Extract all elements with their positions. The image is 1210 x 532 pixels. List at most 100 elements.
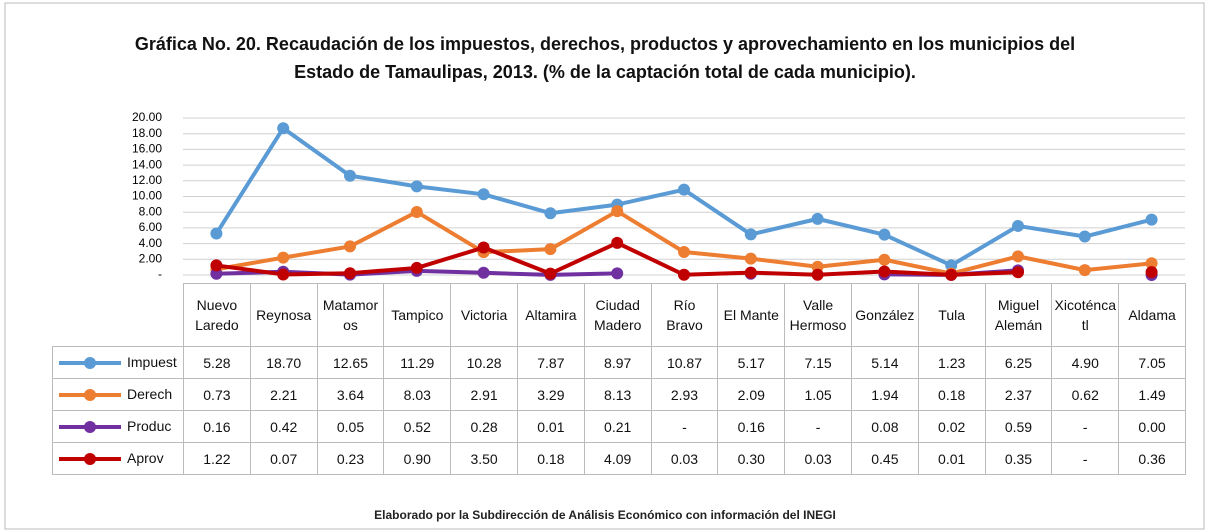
data-label: 0.16 — [717, 410, 786, 443]
point — [945, 259, 958, 272]
data-label: 7.87 — [516, 346, 585, 379]
data-label: 0.07 — [249, 442, 318, 475]
point — [544, 267, 557, 280]
point — [945, 268, 958, 281]
data-label: 8.97 — [583, 346, 652, 379]
y-tick-label: 6.00 — [139, 220, 163, 234]
x-tick-label: Ciudad Madero — [583, 283, 652, 347]
data-label: 3.64 — [316, 378, 385, 411]
data-label: 12.65 — [316, 346, 385, 379]
data-label: 0.59 — [984, 410, 1053, 443]
y-tick-label: 10.00 — [132, 189, 162, 203]
data-label: 2.09 — [717, 378, 786, 411]
point — [878, 253, 891, 266]
data-label: 7.15 — [784, 346, 852, 379]
data-label: 3.29 — [516, 378, 585, 411]
point — [611, 205, 624, 218]
point — [1078, 230, 1091, 243]
point — [277, 268, 290, 281]
data-label: 0.01 — [917, 442, 986, 475]
data-label: - — [1051, 410, 1120, 443]
point — [210, 267, 223, 280]
x-tick-label: Victoria — [450, 283, 518, 347]
data-label: 0.45 — [850, 442, 919, 475]
legend-entry: Aprov — [52, 442, 184, 475]
swatch-marker — [84, 421, 96, 434]
data-label: 0.03 — [650, 442, 719, 475]
data-label: 2.93 — [650, 378, 719, 411]
data-label: 1.23 — [917, 346, 986, 379]
data-label: 3.50 — [450, 442, 518, 475]
point — [277, 122, 290, 135]
x-tick-label: Tampico — [383, 283, 452, 347]
point — [1145, 266, 1158, 279]
data-label: 4.09 — [583, 442, 652, 475]
data-label: 5.14 — [850, 346, 919, 379]
legend-swatch — [59, 453, 121, 466]
data-label: 0.05 — [316, 410, 385, 443]
data-label: 0.36 — [1118, 442, 1186, 475]
y-tick-label: 20.00 — [132, 110, 162, 124]
x-tick-label: Tula — [917, 283, 986, 347]
data-label: 1.94 — [850, 378, 919, 411]
data-label: 5.28 — [183, 346, 251, 379]
data-label: 6.25 — [984, 346, 1053, 379]
x-tick-label: Aldama — [1118, 283, 1186, 347]
x-tick-label: Matamoros — [316, 283, 385, 347]
data-label: 0.30 — [717, 442, 786, 475]
legend-entry: Derech — [52, 378, 184, 411]
legend-label: Impuest — [127, 353, 177, 370]
data-label: 1.05 — [784, 378, 852, 411]
data-label: 0.21 — [583, 410, 652, 443]
point — [678, 245, 690, 258]
point — [744, 252, 757, 265]
swatch-marker — [84, 453, 96, 466]
legend-swatch — [59, 421, 121, 434]
data-label: 1.22 — [183, 442, 251, 475]
blank-cell — [52, 283, 184, 347]
point — [744, 228, 757, 241]
data-label: 0.18 — [516, 442, 585, 475]
series-row: Produc 0.16 0.42 0.05 0.52 0.28 0.01 0.21-0.16-… — [52, 410, 1186, 443]
category-row: Nuevo Laredo Reynosa Matamoros Tampico Victo… — [52, 283, 1186, 347]
point — [611, 267, 624, 280]
data-label: 0.02 — [917, 410, 986, 443]
point — [544, 243, 557, 256]
point — [477, 188, 490, 201]
x-tick-label: Nuevo Laredo — [183, 283, 251, 347]
data-label: - — [1051, 442, 1120, 475]
legend-label: Aprov — [127, 449, 164, 466]
point — [344, 169, 356, 182]
series-row: Impuest 5.28 18.70 12.65 11.29 10.28 7.87 8.97 1… — [52, 346, 1186, 379]
series-row: Aprov 1.22 0.07 0.23 0.90 3.50 0.18 4.09 0.03 0.3… — [52, 442, 1186, 475]
data-label: 4.90 — [1051, 346, 1120, 379]
data-label: 8.13 — [583, 378, 652, 411]
data-label: 1.49 — [1118, 378, 1186, 411]
point — [477, 241, 490, 254]
y-tick-label: 8.00 — [139, 204, 163, 218]
data-label: 0.90 — [383, 442, 452, 475]
data-label: 0.35 — [984, 442, 1053, 475]
data-label: 10.87 — [650, 346, 719, 379]
footer: Elaborado por la Subdirección de Análisi… — [374, 508, 836, 522]
point — [678, 268, 690, 281]
y-tick-label: 4.00 — [139, 236, 163, 250]
point — [1012, 250, 1024, 263]
series-line — [216, 209, 1152, 276]
point — [544, 207, 557, 220]
point — [1145, 257, 1158, 270]
data-label: 11.29 — [383, 346, 452, 379]
y-tick-label: 18.00 — [132, 126, 162, 140]
x-tick-label: Río Bravo — [650, 283, 719, 347]
x-tick-label: González — [850, 283, 919, 347]
x-tick-label: Reynosa — [249, 283, 318, 347]
point — [277, 251, 290, 264]
point — [1012, 266, 1024, 279]
series-row: Derech 0.73 2.21 3.64 8.03 2.91 3.29 8.13 2.93 2.… — [52, 378, 1186, 411]
point — [878, 265, 891, 278]
x-tick-label: El Mante — [717, 283, 786, 347]
point — [678, 183, 690, 196]
legend-swatch — [59, 389, 121, 402]
swatch-marker — [84, 357, 96, 370]
